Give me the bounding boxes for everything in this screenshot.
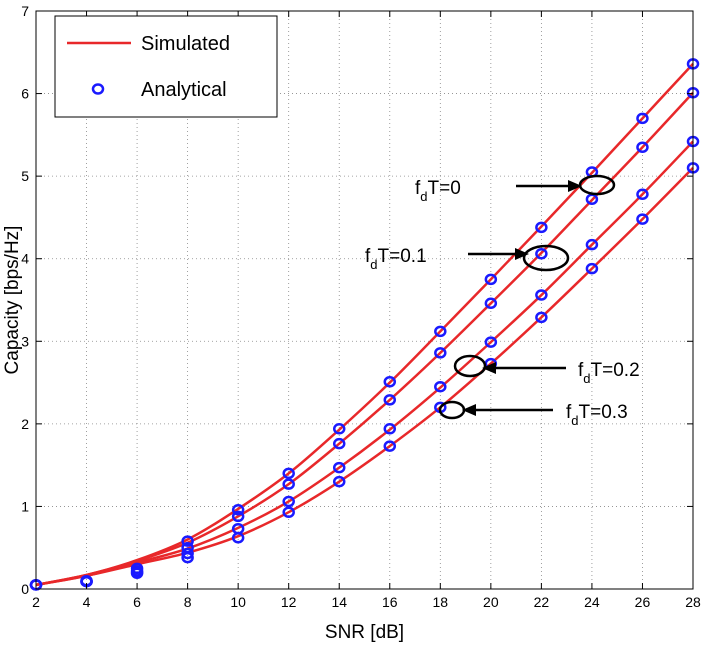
analytical-point-series-2 xyxy=(484,336,498,348)
annotation-arrow-head xyxy=(462,404,476,416)
analytical-point-series-1 xyxy=(434,347,447,359)
simulated-line-series-3 xyxy=(35,167,694,587)
annotations: fdT=0 fdT=0.1 fdT=0.2 fdT=0.3 xyxy=(365,174,640,428)
analytical-point-series-1 xyxy=(231,510,245,523)
x-tick-label: 24 xyxy=(584,594,600,610)
analytical-point-series-2 xyxy=(434,380,447,393)
x-tick-label: 22 xyxy=(534,594,550,610)
analytical-point-series-3 xyxy=(585,262,599,275)
x-axis-label: SNR [dB] xyxy=(325,622,404,643)
analytical-point-series-0 xyxy=(282,467,295,480)
analytical-point-series-1 xyxy=(535,248,548,260)
x-tick-label: 4 xyxy=(83,594,91,610)
x-tick-label: 6 xyxy=(133,594,141,610)
analytical-point-series-0 xyxy=(231,503,245,516)
simulated-line-series-2 xyxy=(35,140,694,587)
analytical-point-series-3 xyxy=(231,532,245,544)
annotation-label: fdT=0 xyxy=(415,178,461,204)
legend-simulated-label: Simulated xyxy=(141,33,230,55)
y-tick-label: 4 xyxy=(21,251,29,267)
legend-box xyxy=(54,15,278,118)
x-tick-label: 14 xyxy=(331,594,347,610)
legend: Simulated Analytical xyxy=(54,15,278,118)
y-tick-label: 5 xyxy=(21,168,29,184)
simulated-line-series-1 xyxy=(35,91,694,587)
analytical-point-series-2 xyxy=(585,238,599,251)
analytical-point-series-0 xyxy=(636,112,649,125)
y-tick-label: 2 xyxy=(21,416,29,432)
analytical-markers xyxy=(29,58,700,591)
x-tick-label: 10 xyxy=(230,594,246,610)
analytical-point-series-1 xyxy=(332,437,346,450)
y-tick-label: 6 xyxy=(21,86,29,102)
y-tick-label: 3 xyxy=(21,333,29,349)
simulated-curves xyxy=(35,62,694,587)
analytical-point-series-3 xyxy=(130,567,144,580)
annotation-ellipse xyxy=(578,174,616,196)
analytical-point-series-2 xyxy=(332,461,346,474)
analytical-point-series-3 xyxy=(332,475,346,488)
annotation-ellipse xyxy=(453,354,487,378)
analytical-point-series-2 xyxy=(535,289,548,301)
annotation-ellipse xyxy=(522,244,570,272)
analytical-point-series-3 xyxy=(282,506,295,518)
annotation-label: fdT=0.3 xyxy=(566,402,628,428)
y-axis-label: Capacity [bps/Hz] xyxy=(2,226,23,375)
analytical-point-series-2 xyxy=(636,188,649,201)
x-tick-label: 28 xyxy=(685,594,701,610)
x-tick-label: 20 xyxy=(483,594,499,610)
x-tick-label: 18 xyxy=(433,594,449,610)
analytical-point-series-1 xyxy=(383,394,397,406)
annotation-label: fdT=0.2 xyxy=(578,360,640,386)
plot-frame xyxy=(35,10,694,590)
analytical-point-series-1 xyxy=(484,297,498,310)
analytical-point-series-1 xyxy=(636,141,649,153)
analytical-point-series-0 xyxy=(181,535,194,547)
analytical-point-series-3 xyxy=(383,440,397,452)
analytical-point-series-0 xyxy=(434,325,447,338)
analytical-point-series-3 xyxy=(181,551,194,564)
legend-analytical-label: Analytical xyxy=(141,79,227,101)
annotation-arrow-head xyxy=(568,180,582,192)
y-tick-label: 1 xyxy=(21,498,29,514)
y-tick-label: 7 xyxy=(21,3,29,19)
annotation-arrow-head xyxy=(515,248,529,260)
analytical-point-series-2 xyxy=(181,547,194,560)
analytical-point-series-3 xyxy=(535,311,548,324)
analytical-point-series-1 xyxy=(282,478,295,490)
x-tick-label: 26 xyxy=(635,594,651,610)
analytical-point-series-0 xyxy=(332,423,346,435)
x-tick-label: 16 xyxy=(382,594,398,610)
analytical-point-series-0 xyxy=(484,273,498,286)
analytical-point-series-2 xyxy=(383,423,397,435)
legend-analytical-swatch xyxy=(91,83,105,95)
annotation-label: fdT=0.1 xyxy=(365,246,427,272)
annotation-arrow-head xyxy=(482,362,496,374)
analytical-point-series-2 xyxy=(282,495,295,508)
analytical-point-series-0 xyxy=(535,221,548,234)
analytical-point-series-0 xyxy=(383,375,397,388)
x-tick-label: 12 xyxy=(281,594,297,610)
x-tick-label: 2 xyxy=(32,594,40,610)
analytical-point-series-3 xyxy=(636,213,649,225)
x-tick-label: 8 xyxy=(184,594,192,610)
y-tick-label: 0 xyxy=(21,581,29,597)
